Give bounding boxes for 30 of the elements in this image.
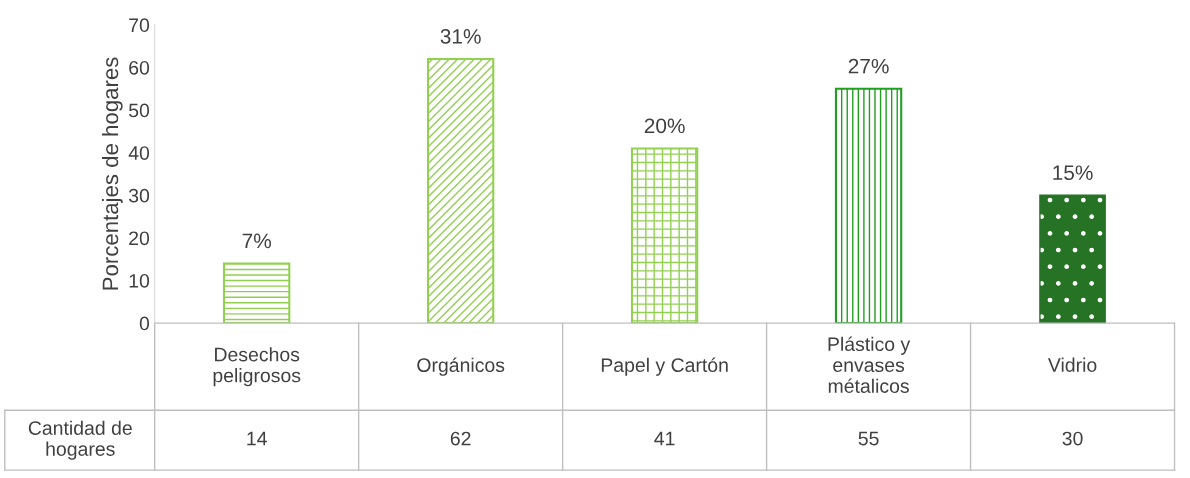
y-tick-label: 20	[129, 231, 150, 246]
data-label: 55	[858, 431, 879, 446]
data-label: 41	[654, 431, 675, 446]
x-tick-label: Plástico y envases métalicos	[828, 336, 911, 393]
y-tick-label: 0	[139, 316, 150, 331]
bar	[1039, 194, 1106, 324]
y-tick-label: 60	[129, 60, 150, 75]
bar	[834, 87, 903, 324]
x-tick-label: Vidrio	[1047, 357, 1097, 372]
y-tick-label: 10	[129, 273, 150, 288]
y-tick-label: 40	[128, 146, 150, 160]
annotation: 31%	[440, 28, 481, 44]
data-label: 14	[247, 431, 267, 446]
data-label: 62	[450, 431, 471, 446]
y-tick-label: 50	[128, 103, 150, 118]
annotation: 7%	[242, 233, 271, 249]
bar	[426, 57, 495, 324]
y-axis-title: Porcentajes de hogares	[101, 57, 123, 290]
x-tick-label: Orgánicos	[417, 357, 505, 376]
annotation: 15%	[1053, 165, 1093, 181]
bar	[223, 262, 291, 324]
x-tick-label: Papel y Cartón	[601, 357, 728, 376]
text: Cantidad de hogares	[28, 420, 132, 460]
data-label: 30	[1062, 431, 1083, 446]
x-tick-label: Desechos peligrosos	[213, 347, 301, 387]
annotation: 20%	[644, 118, 685, 134]
y-tick-label: 70	[129, 18, 150, 33]
bar	[630, 147, 699, 324]
annotation: 27%	[848, 58, 889, 74]
y-tick-label: 30	[128, 188, 150, 203]
